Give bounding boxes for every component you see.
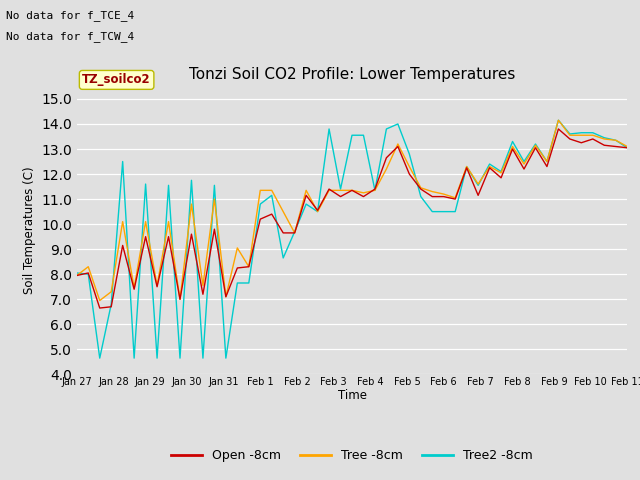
Text: TZ_soilco2: TZ_soilco2	[83, 73, 151, 86]
Y-axis label: Soil Temperatures (C): Soil Temperatures (C)	[22, 167, 35, 294]
Legend: Open -8cm, Tree -8cm, Tree2 -8cm: Open -8cm, Tree -8cm, Tree2 -8cm	[166, 444, 538, 467]
Text: No data for f_TCE_4: No data for f_TCE_4	[6, 10, 134, 21]
Text: No data for f_TCW_4: No data for f_TCW_4	[6, 31, 134, 42]
Title: Tonzi Soil CO2 Profile: Lower Temperatures: Tonzi Soil CO2 Profile: Lower Temperatur…	[189, 68, 515, 83]
X-axis label: Time: Time	[337, 389, 367, 402]
